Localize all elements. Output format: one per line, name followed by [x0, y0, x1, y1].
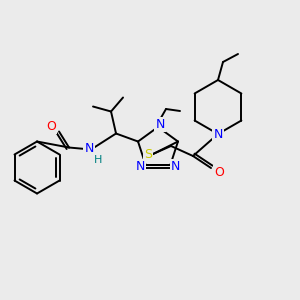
Text: N: N [84, 142, 94, 155]
Text: N: N [171, 160, 180, 173]
Text: H: H [94, 154, 102, 164]
Text: S: S [144, 148, 152, 160]
Text: O: O [214, 166, 224, 178]
Text: N: N [136, 160, 145, 173]
Text: O: O [46, 120, 56, 133]
Text: N: N [213, 128, 223, 140]
Text: N: N [155, 118, 165, 130]
